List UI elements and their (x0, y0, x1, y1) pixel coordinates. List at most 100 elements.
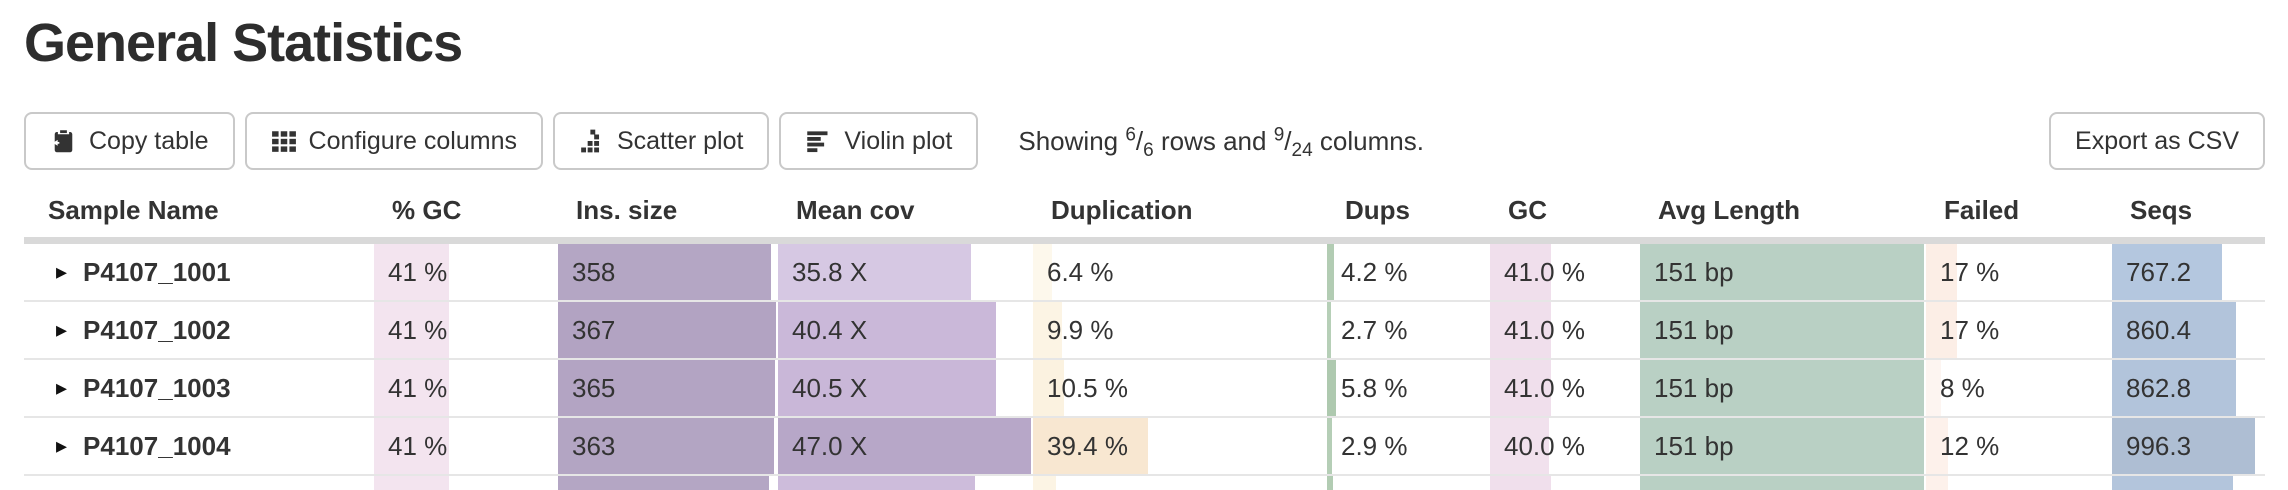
column-header-seqs[interactable]: Seqs (2130, 195, 2193, 225)
column-header-sample-name[interactable]: Sample Name (48, 195, 219, 225)
scatter-icon (579, 128, 605, 154)
data-bar (1490, 360, 1551, 416)
data-bar (1033, 244, 1052, 300)
cell-avg-length: 151 bp (1640, 360, 1926, 416)
data-bar (558, 476, 770, 490)
sample-name: P4107_1001 (83, 256, 231, 287)
cell-seqs (2112, 476, 2265, 490)
rows-shown-count: 6 (1125, 123, 1136, 145)
cell-dups: 4.2 % (1327, 244, 1490, 300)
cell-avg-length: 151 bp (1640, 302, 1926, 358)
table-row: ▸ P4107_1002 41 % 367 40.4 X 9.9 % 2.7 %… (24, 302, 2265, 360)
cell-seqs: 996.3 (2112, 418, 2265, 474)
cell-duplication: 6.4 % (1033, 244, 1327, 300)
cell-mean-cov: 35.8 X (778, 244, 1033, 300)
cell-pct-gc: 41 % (374, 418, 558, 474)
column-header-avg-length[interactable]: Avg Length (1658, 195, 1801, 225)
data-bar (1640, 476, 1924, 490)
data-bar (1926, 476, 1949, 490)
table-header-row: Sample Name % GC Ins. size Mean cov Dupl… (24, 184, 2265, 244)
data-bar (1640, 360, 1924, 416)
data-bar (778, 418, 1031, 474)
sample-name: P4107_1002 (83, 314, 231, 345)
sample-name-cell[interactable]: ▸ P4107_1004 (24, 418, 374, 474)
data-bar (1926, 302, 1958, 358)
data-bar (2112, 418, 2256, 474)
table-toolbar: Copy table Configure columns Scatter plo… (24, 112, 2265, 170)
rows-total-count: 6 (1143, 139, 1154, 161)
row-toggle-icon[interactable]: ▸ (56, 259, 68, 284)
page-title: General Statistics (24, 13, 463, 73)
data-bar (1327, 360, 1337, 416)
cell-pct-gc: 41 % (374, 244, 558, 300)
sample-name: P4107_1003 (83, 372, 231, 403)
cell-gc: 40.0 % (1490, 418, 1640, 474)
data-bar (374, 418, 449, 474)
cell-ins-size: 365 (558, 360, 778, 416)
cell-gc: 41.0 % (1490, 302, 1640, 358)
row-toggle-icon[interactable]: ▸ (56, 317, 68, 342)
cell-seqs: 767.2 (2112, 244, 2265, 300)
cell-duplication: 9.9 % (1033, 302, 1327, 358)
data-bar (2112, 476, 2233, 490)
data-bar (374, 244, 449, 300)
clipboard-icon (50, 128, 77, 155)
scatter-plot-button[interactable]: Scatter plot (552, 112, 770, 170)
column-header-dups[interactable]: Dups (1345, 195, 1410, 225)
configure-columns-button[interactable]: Configure columns (244, 112, 543, 170)
cell-avg-length (1640, 476, 1926, 490)
cell-duplication: 39.4 % (1033, 418, 1327, 474)
cell-pct-gc: 41 % (374, 360, 558, 416)
data-bar (778, 360, 997, 416)
cell-duplication (1033, 476, 1327, 490)
sample-name-cell[interactable]: ▸ P4107_1001 (24, 244, 374, 300)
data-bar (1033, 418, 1149, 474)
cell-dups (1327, 476, 1490, 490)
column-header-duplication[interactable]: Duplication (1051, 195, 1193, 225)
data-bar (1327, 302, 1332, 358)
cell-mean-cov (778, 476, 1033, 490)
data-bar (1033, 360, 1064, 416)
column-header-pct-gc[interactable]: % GC (392, 195, 462, 225)
cell-ins-size (558, 476, 778, 490)
column-header-failed[interactable]: Failed (1944, 195, 2020, 225)
cell-avg-length: 151 bp (1640, 418, 1926, 474)
cell-mean-cov: 47.0 X (778, 418, 1033, 474)
data-bar (1640, 244, 1924, 300)
cols-total-count: 24 (1291, 139, 1313, 161)
data-bar (558, 360, 775, 416)
export-csv-button[interactable]: Export as CSV (2049, 112, 2265, 170)
row-toggle-icon[interactable]: ▸ (56, 433, 68, 458)
sample-name-cell[interactable]: ▸ P4107_1003 (24, 360, 374, 416)
cell-gc (1490, 476, 1640, 490)
data-bar (1327, 244, 1334, 300)
cell-ins-size: 363 (558, 418, 778, 474)
cell-failed: 17 % (1926, 302, 2112, 358)
violin-plot-button[interactable]: Violin plot (779, 112, 979, 170)
cell-seqs: 860.4 (2112, 302, 2265, 358)
cols-shown-count: 9 (1273, 123, 1285, 145)
column-header-gc[interactable]: GC (1508, 195, 1547, 225)
column-header-mean-cov[interactable]: Mean cov (796, 195, 915, 225)
violin-icon (805, 128, 832, 155)
copy-table-button[interactable]: Copy table (24, 112, 235, 170)
data-bar (2112, 360, 2237, 416)
cell-seqs: 862.8 (2112, 360, 2265, 416)
data-bar (1327, 418, 1332, 474)
cell-pct-gc: 41 % (374, 302, 558, 358)
sample-name-cell (24, 476, 374, 490)
cell-ins-size: 367 (558, 302, 778, 358)
data-bar (558, 244, 771, 300)
data-bar (1490, 418, 1550, 474)
cell-ins-size: 358 (558, 244, 778, 300)
row-toggle-icon[interactable]: ▸ (56, 375, 68, 400)
data-bar (1033, 476, 1057, 490)
column-header-ins-size[interactable]: Ins. size (576, 195, 678, 225)
showing-summary: Showing 6/6 rows and 9/24 columns. (1018, 123, 1424, 161)
sample-name-cell[interactable]: ▸ P4107_1002 (24, 302, 374, 358)
data-bar (778, 476, 976, 490)
data-bar (2112, 244, 2223, 300)
data-bar (1490, 476, 1551, 490)
cell-gc: 41.0 % (1490, 244, 1640, 300)
